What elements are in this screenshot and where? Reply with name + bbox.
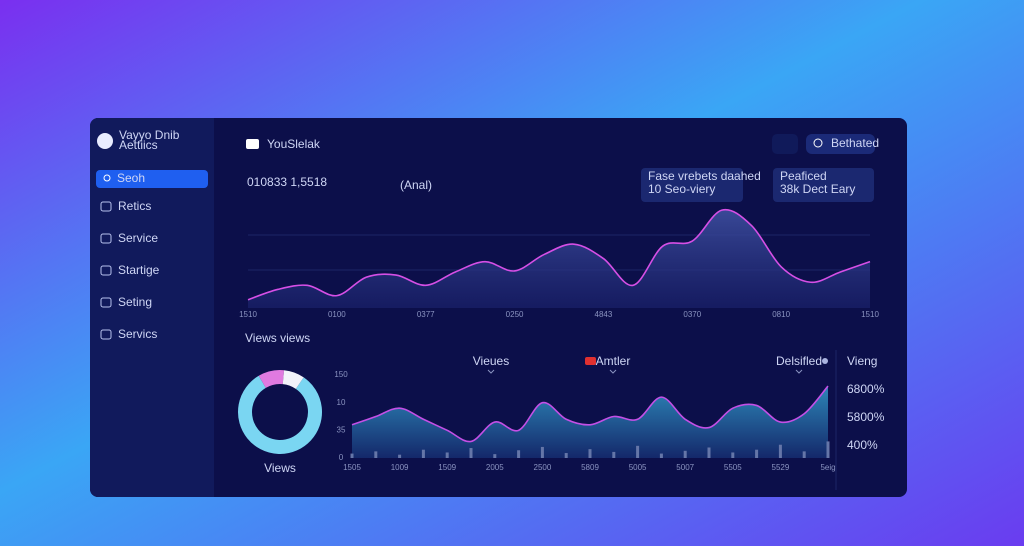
bar [636,445,640,458]
x-tick-label: 0377 [417,310,435,319]
x-tick-label: 1009 [391,463,409,472]
legend-item: Amtler [596,354,631,368]
x-tick-label: 1509 [438,463,456,472]
bar [826,441,830,458]
bar [469,448,473,458]
x-tick-label: 5eig [820,463,835,472]
nav-icon [100,329,112,340]
legend-caret [487,369,495,374]
bar [802,451,806,458]
side-label: 6800% [847,382,885,396]
section-title: Views views [245,331,310,345]
donut-segment [258,370,285,389]
x-tick-label: 1510 [239,310,257,319]
y-label: 35 [337,425,346,434]
bar [707,447,711,458]
area [248,209,870,308]
bar [588,449,592,458]
card [641,168,743,202]
bar [755,449,759,458]
nav-item[interactable]: Seting [118,295,152,309]
nav-icon [100,201,112,212]
bar [564,453,568,458]
bar [421,449,425,458]
side-label: 5800% [847,410,885,424]
x-tick-label: 4843 [595,310,613,319]
x-tick-label: 0100 [328,310,346,319]
legend-item: Delsifled [776,354,822,368]
bar [493,454,497,458]
x-tick-label: 2500 [534,463,552,472]
x-tick-label: 0370 [683,310,701,319]
nav-icon [100,233,112,244]
donut-segment [238,375,322,454]
headline-note: (Anal) [400,178,432,192]
icon-button[interactable] [772,134,798,154]
y-label: 10 [337,398,346,407]
bar [540,446,544,458]
bar [683,450,687,458]
donut-segment [282,370,304,390]
x-tick-label: 1510 [861,310,879,319]
button[interactable] [806,134,875,154]
nav-icon [100,297,112,308]
card-label: Fase vrebets daahed [648,169,761,183]
button-text[interactable]: Bethated [831,136,879,150]
legend-item: Vieues [473,354,509,368]
bar [612,451,616,458]
legend-caret [795,369,803,374]
legend-dot [822,358,828,364]
bar [731,452,735,458]
nav-item[interactable]: Startige [118,263,160,277]
card-value: 38k Dect Eary [780,182,855,196]
yt-icon [585,357,596,365]
nav-item[interactable]: Servics [118,327,157,341]
bar [398,454,402,458]
card-label: Peaficed [780,169,827,183]
yt-icon [246,139,259,149]
x-tick-label: 0250 [506,310,524,319]
nav-item[interactable]: Service [118,231,158,245]
search-text[interactable]: Seoh [117,171,145,185]
bar [445,452,449,458]
brand: Vayyo Dnib [119,128,180,142]
nav-item[interactable]: Retics [118,199,151,213]
nav-icon [100,265,112,276]
headline: 010833 1,5518 [247,175,327,189]
bar [778,444,782,458]
line [351,385,829,443]
y-label: 150 [334,370,348,379]
search-box[interactable] [96,170,208,188]
card [773,168,874,202]
x-tick-label: 5005 [629,463,647,472]
y-label: 0 [339,453,344,462]
x-tick-label: 5505 [724,463,742,472]
search-icon [813,138,823,148]
bar [517,450,521,458]
bar [350,453,354,458]
side-label: 400% [847,438,878,452]
side-title: Vieng [847,354,877,368]
search-icon [103,174,111,182]
x-tick-label: 5529 [772,463,790,472]
x-tick-label: 2005 [486,463,504,472]
x-tick-label: 1505 [343,463,361,472]
bar [659,453,663,458]
x-tick-label: 0810 [772,310,790,319]
brand-logo [97,133,113,149]
x-tick-label: 5007 [676,463,694,472]
x-tick-label: 5809 [581,463,599,472]
brand: Aettiics [119,138,158,152]
legend-caret [609,369,617,374]
donut-label: Views [264,461,296,475]
line [247,208,871,301]
area [352,386,828,458]
sidebar [90,118,214,497]
card-value: 10 Seo-viery [648,182,715,196]
bar [374,451,378,458]
app-title: YouSlelak [267,137,321,151]
